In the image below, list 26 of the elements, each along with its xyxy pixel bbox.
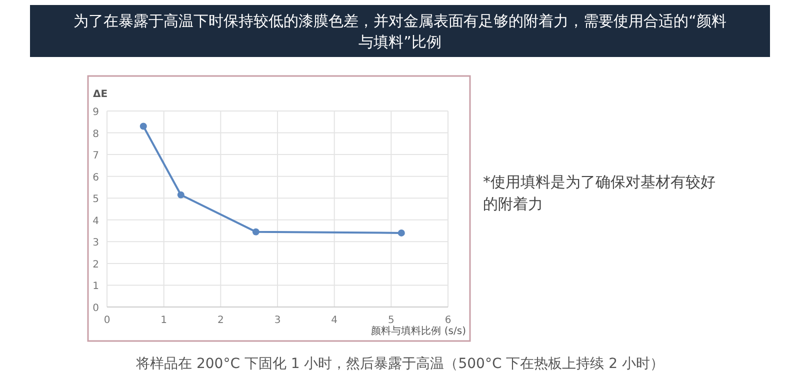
text: *使用填料是为了确保对基材有较好的附着力 [483, 173, 716, 213]
y-tick-label: 9 [92, 107, 99, 118]
y-tick-label: 7 [92, 150, 99, 162]
chart-title: 为了在暴露于高温下时保持较低的漆膜色差，并对金属表面有足够的附着力，需要使用合适的“颜料与填料”比例 [74, 12, 726, 51]
y-tick-label: 0 [92, 303, 99, 314]
point [140, 122, 147, 130]
x-tick-label: 3 [274, 315, 281, 326]
y-tick-label: 8 [92, 128, 99, 140]
y-tick-label: 1 [92, 281, 99, 292]
point [252, 228, 260, 236]
point [177, 191, 184, 198]
y-tick-label: 3 [92, 238, 99, 249]
y-tick-label: 4 [92, 216, 99, 227]
y-tick-label: 2 [92, 259, 99, 270]
y-tick-label: 6 [92, 172, 99, 184]
x-tick-label: 5 [388, 315, 394, 326]
x-tick-label: 6 [444, 315, 452, 326]
point [398, 229, 405, 236]
x-tick-label: 1 [160, 315, 168, 326]
x-axis-title: 颜料与填料比例 (s/s) [371, 325, 466, 337]
y-axis-title: ΔE [93, 89, 108, 100]
x-tick-label: 2 [217, 315, 224, 326]
x-tick-label: 4 [331, 315, 338, 326]
text: 将样品在 200°C 下固化 1 小时，然后暴露于高温（500°C 下在热板上持续 2 小时） [135, 356, 664, 372]
x-tick-label: 0 [104, 315, 110, 326]
y-tick-label: 5 [92, 194, 99, 206]
